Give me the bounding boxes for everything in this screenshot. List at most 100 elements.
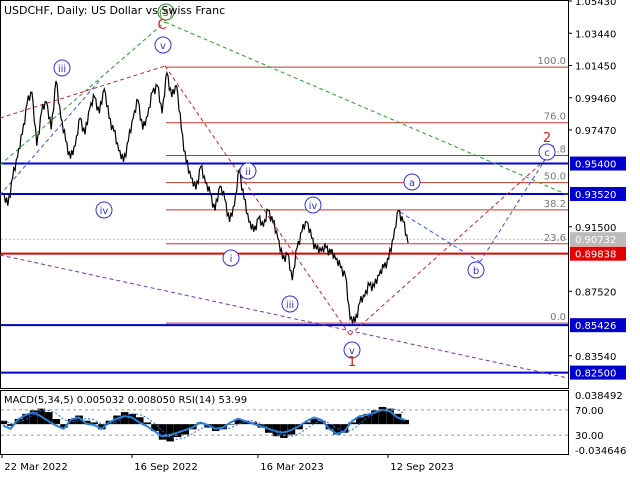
macd-bar-46 [348,422,356,425]
wave-label-8: iii [286,300,294,311]
macd-bar-18 [136,417,144,425]
wave-circle-12 [467,261,485,279]
wave-circle-2 [154,36,172,54]
macd-bar-21 [158,424,167,440]
y-badge-8 [570,232,626,247]
y-badge-6 [570,187,626,202]
macd-bar-9 [67,418,76,425]
macd-bar-51 [386,408,394,425]
wave-circle-5 [239,162,257,180]
x-tick-2: 16 Mar 2023 [260,462,323,473]
ind-y-tick-1: 70.00 [575,406,604,417]
macd-bar-45 [340,424,349,433]
y-tick-0: 1.05430 [575,0,616,8]
macd-bar-7 [52,418,61,425]
indicator-title: MACD(5,34,5) 0.005032 0.008050 RSI(14) 5… [4,395,247,406]
macd-bar-20 [151,424,159,432]
y-tick-1: 1.03440 [575,29,616,40]
y-badge-13 [570,365,626,380]
wave-label-1: iv [100,206,109,217]
macd-bar-52 [393,413,402,425]
macd-bar-23 [173,424,182,438]
macd-bar-12 [90,422,99,425]
macd-bar-8 [60,424,68,428]
wave-label-13: c [544,148,550,159]
wave-label-4: C [157,18,166,33]
ind-y-tick-2: 30.00 [575,431,604,442]
channel-red-up [349,159,546,336]
ind-y-tick-0: 0.038492 [575,391,623,402]
macd-bar-48 [363,413,372,425]
macd-bar-44 [333,424,341,435]
macd-bar-0 [0,420,7,425]
projection-b-c [479,154,549,263]
y-tick-12: 0.83540 [575,352,616,363]
wave-circle-8 [281,295,299,313]
y-tick-10: 0.87520 [575,287,616,298]
trend-green-right [164,21,569,196]
wave-circle-3 [157,3,175,21]
wave-path-blue [0,79,101,196]
wave-label-2: v [160,41,166,52]
trend-purple-lower [0,254,569,379]
wave-circle-1 [95,201,113,219]
wave-label-14: 2 [543,131,551,146]
wave-label-0: iii [58,64,66,75]
wave-circle-7 [304,196,322,214]
wave-label-5: ii [245,167,251,178]
rsi-line [2,408,406,438]
fib-label-4: 38.2 [544,199,566,210]
macd-bar-41 [310,418,318,425]
macd-bar-13 [98,424,106,430]
macd-bar-47 [355,417,364,425]
macd-bar-43 [325,424,334,430]
wave-label-12: b [473,266,479,277]
macd-bar-32 [242,420,250,425]
fib-label-6: 0.0 [550,312,566,323]
wave-circle-6 [222,249,240,267]
wave-label-10: 1 [348,355,356,370]
wave-circle-11 [403,173,421,191]
y-tick-9: 0.89838 [575,250,616,261]
macd-bar-1 [7,424,15,426]
y-tick-4: 0.97470 [575,126,616,137]
macd-bar-15 [113,415,121,425]
macd-bar-30 [227,424,235,425]
macd-bar-53 [401,419,409,425]
trend-green-left [0,21,166,166]
macd-bar-22 [166,424,174,442]
y-tick-5: 0.95400 [575,160,616,171]
wave-label-7: iv [309,201,318,212]
macd-bar-36 [272,424,281,437]
y-tick-11: 0.85426 [575,321,616,332]
wave-label-11: a [409,178,415,189]
x-tick-0: 22 Mar 2022 [4,462,67,473]
projection-a-b [399,211,481,263]
x-tick-1: 16 Sep 2022 [134,462,197,473]
macd-bar-11 [82,420,91,425]
wave-circle-9 [343,341,361,359]
macd-bar-10 [75,415,83,425]
wave-label-3: (5) [159,8,173,19]
macd-signal-line [2,408,406,440]
price-line [2,70,409,324]
macd-bar-40 [302,422,311,425]
channel-red-down [164,65,351,336]
macd-bar-50 [378,406,387,425]
y-badge-5 [570,156,626,171]
y-badge-9 [570,246,626,261]
macd-bar-31 [234,418,243,425]
y-tick-7: 0.91500 [575,223,616,234]
fib-label-1: 76.0 [544,112,566,123]
wave-label-9: v [349,346,355,357]
chart-title: USDCHF, Daily: US Dollar vs Swiss Franc [4,4,225,17]
wave-label-6: i [230,254,233,265]
fib-label-5: 23.6 [544,233,566,244]
y-tick-6: 0.93520 [575,190,616,201]
macd-bar-17 [128,413,136,425]
macd-bar-37 [280,424,288,438]
macd-bar-19 [143,422,152,425]
macd-bar-42 [318,420,326,425]
macd-bar-6 [45,412,53,425]
y-tick-13: 0.82500 [575,369,616,380]
